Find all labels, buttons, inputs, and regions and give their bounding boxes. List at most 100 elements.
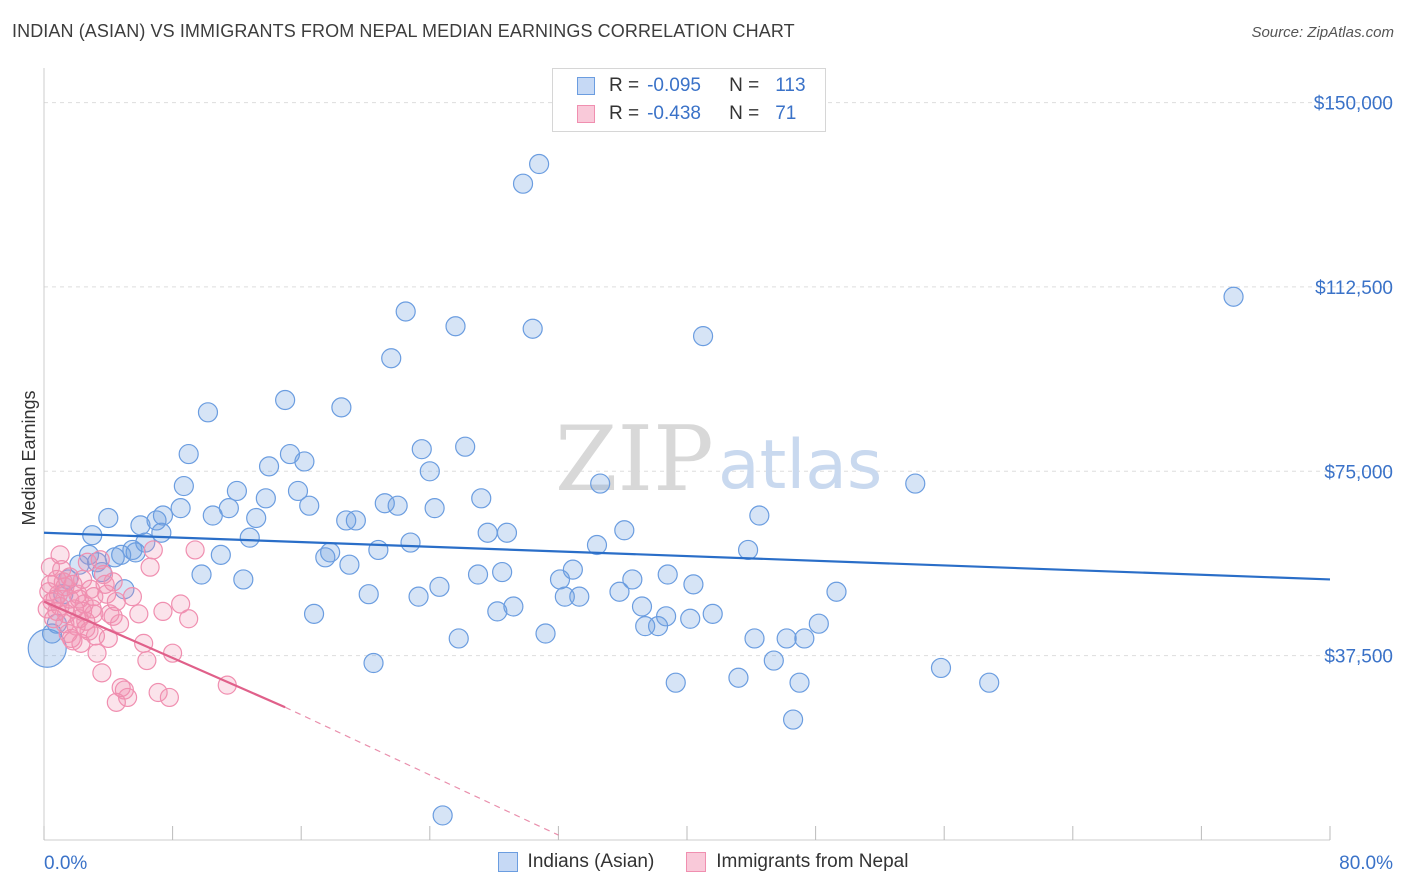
point-indians[interactable] bbox=[239, 527, 260, 548]
point-indians[interactable] bbox=[381, 348, 402, 369]
point-indians[interactable] bbox=[590, 473, 611, 494]
point-nepal[interactable] bbox=[93, 564, 114, 585]
point-indians[interactable] bbox=[562, 559, 583, 580]
point-indians[interactable] bbox=[1223, 286, 1244, 307]
point-indians[interactable] bbox=[287, 480, 309, 502]
point-nepal[interactable] bbox=[111, 677, 131, 698]
point-indians[interactable] bbox=[609, 581, 630, 602]
point-indians[interactable] bbox=[930, 657, 952, 679]
point-nepal[interactable] bbox=[148, 682, 168, 703]
point-indians[interactable] bbox=[210, 544, 231, 565]
point-indians[interactable] bbox=[657, 564, 678, 585]
point-indians[interactable] bbox=[368, 539, 389, 561]
point-nepal[interactable] bbox=[185, 540, 205, 560]
point-indians[interactable] bbox=[226, 480, 247, 502]
point-indians[interactable] bbox=[826, 581, 847, 602]
point-indians[interactable] bbox=[419, 461, 440, 482]
point-indians[interactable] bbox=[665, 672, 686, 693]
point-indians[interactable] bbox=[692, 325, 714, 347]
point-indians[interactable] bbox=[152, 505, 174, 526]
point-indians[interactable] bbox=[429, 576, 450, 597]
point-nepal[interactable] bbox=[92, 663, 112, 683]
point-indians[interactable] bbox=[487, 601, 508, 622]
point-nepal[interactable] bbox=[60, 567, 80, 587]
point-indians[interactable] bbox=[455, 436, 476, 457]
point-indians[interactable] bbox=[432, 805, 453, 826]
point-indians[interactable] bbox=[374, 493, 395, 514]
point-indians[interactable] bbox=[503, 596, 524, 617]
point-nepal[interactable] bbox=[117, 687, 138, 708]
point-indians[interactable] bbox=[246, 507, 267, 529]
point-indians[interactable] bbox=[27, 628, 67, 668]
point-indians[interactable] bbox=[622, 569, 643, 590]
point-indians[interactable] bbox=[218, 498, 239, 519]
point-indians[interactable] bbox=[448, 628, 469, 649]
point-indians[interactable] bbox=[512, 173, 534, 194]
point-indians[interactable] bbox=[299, 495, 320, 516]
point-indians[interactable] bbox=[749, 505, 770, 526]
point-indians[interactable] bbox=[191, 564, 212, 585]
point-indians[interactable] bbox=[197, 402, 219, 423]
point-indians[interactable] bbox=[387, 495, 408, 516]
point-nepal[interactable] bbox=[137, 650, 157, 671]
point-nepal[interactable] bbox=[95, 574, 115, 594]
point-nepal[interactable] bbox=[143, 540, 163, 560]
point-indians[interactable] bbox=[776, 628, 797, 649]
point-indians[interactable] bbox=[808, 613, 829, 634]
point-indians[interactable] bbox=[979, 672, 1000, 693]
point-indians[interactable] bbox=[614, 520, 635, 541]
point-indians[interactable] bbox=[529, 153, 550, 175]
point-nepal[interactable] bbox=[163, 643, 183, 663]
point-indians[interactable] bbox=[905, 473, 926, 494]
point-indians[interactable] bbox=[789, 672, 810, 693]
point-indians[interactable] bbox=[411, 439, 432, 460]
point-nepal[interactable] bbox=[122, 587, 143, 607]
point-indians[interactable] bbox=[680, 608, 701, 629]
point-indians[interactable] bbox=[275, 389, 296, 411]
point-indians[interactable] bbox=[78, 544, 100, 565]
point-indians[interactable] bbox=[151, 522, 172, 543]
point-indians[interactable] bbox=[744, 628, 765, 649]
point-indians[interactable] bbox=[683, 574, 704, 595]
point-indians[interactable] bbox=[728, 667, 749, 688]
point-indians[interactable] bbox=[586, 534, 608, 556]
point-indians[interactable] bbox=[395, 301, 416, 322]
point-nepal[interactable] bbox=[63, 631, 83, 651]
point-indians[interactable] bbox=[554, 586, 575, 607]
point-indians[interactable] bbox=[492, 561, 513, 583]
point-nepal[interactable] bbox=[69, 589, 89, 609]
point-indians[interactable] bbox=[471, 488, 492, 509]
point-indians[interactable] bbox=[233, 569, 254, 590]
point-indians[interactable] bbox=[424, 498, 445, 519]
point-indians[interactable] bbox=[496, 522, 518, 543]
point-indians[interactable] bbox=[258, 456, 280, 477]
point-indians[interactable] bbox=[135, 532, 156, 553]
point-indians[interactable] bbox=[173, 475, 194, 497]
point-nepal[interactable] bbox=[90, 550, 110, 570]
point-nepal[interactable] bbox=[97, 584, 117, 604]
point-nepal[interactable] bbox=[159, 687, 179, 708]
point-nepal[interactable] bbox=[103, 572, 123, 592]
point-nepal[interactable] bbox=[109, 614, 130, 634]
legend-item-nepal[interactable]: Immigrants from Nepal bbox=[686, 851, 908, 873]
point-indians[interactable] bbox=[170, 498, 191, 519]
point-nepal[interactable] bbox=[55, 577, 75, 597]
point-indians[interactable] bbox=[294, 451, 315, 472]
point-indians[interactable] bbox=[535, 623, 556, 644]
point-indians[interactable] bbox=[400, 532, 421, 553]
point-indians[interactable] bbox=[656, 606, 677, 627]
point-indians[interactable] bbox=[737, 539, 759, 561]
point-indians[interactable] bbox=[477, 522, 498, 543]
point-indians[interactable] bbox=[358, 584, 379, 605]
point-indians[interactable] bbox=[303, 603, 325, 624]
point-indians[interactable] bbox=[320, 542, 341, 563]
point-indians[interactable] bbox=[569, 586, 590, 607]
point-nepal[interactable] bbox=[179, 609, 199, 629]
point-indians[interactable] bbox=[522, 318, 543, 339]
point-nepal[interactable] bbox=[87, 643, 107, 663]
point-nepal[interactable] bbox=[153, 601, 173, 622]
point-indians[interactable] bbox=[255, 488, 276, 509]
point-indians[interactable] bbox=[98, 507, 119, 529]
point-indians[interactable] bbox=[794, 628, 815, 649]
legend-item-indians[interactable]: Indians (Asian) bbox=[497, 851, 654, 873]
